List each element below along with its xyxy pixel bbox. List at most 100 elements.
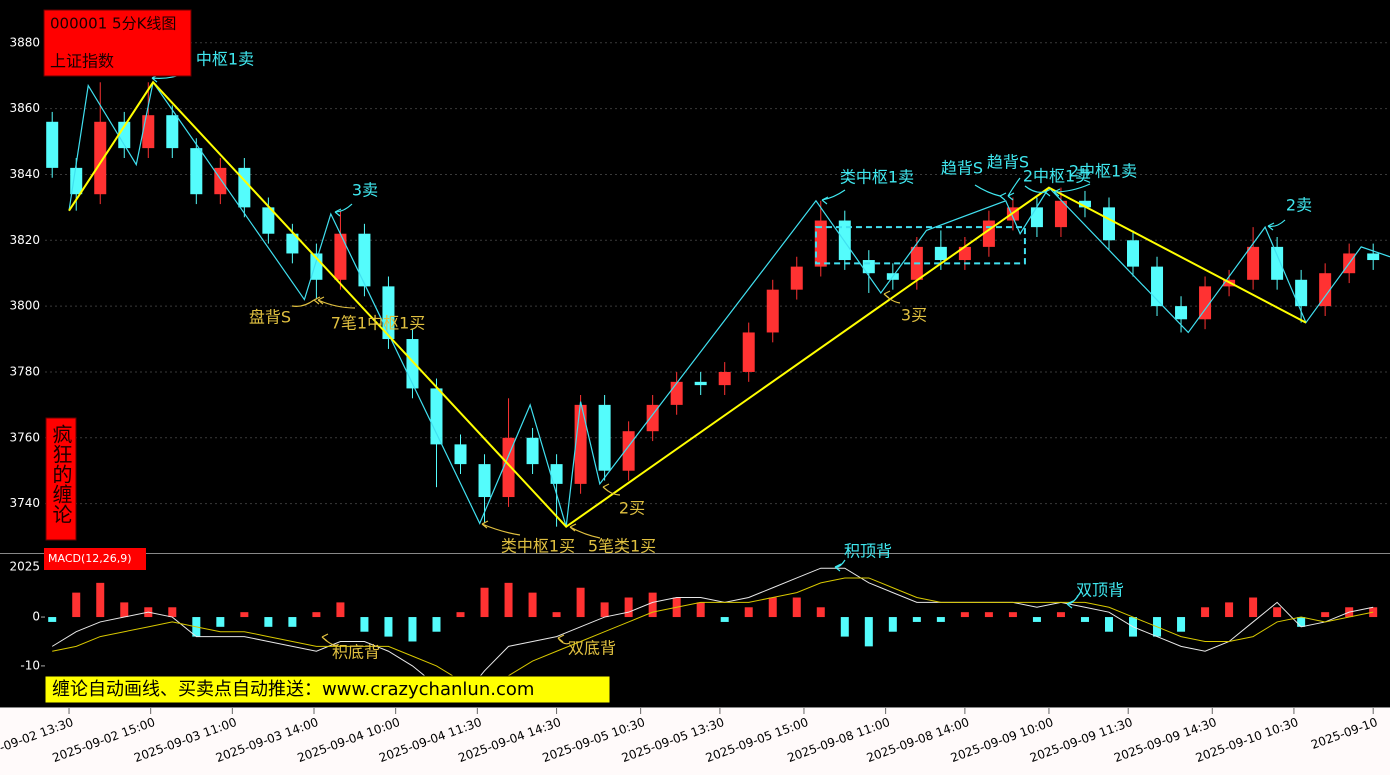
annotation: 2中枢1卖 [1023, 167, 1091, 186]
main-panel [45, 42, 1390, 528]
macd-bar [120, 602, 129, 618]
index-name: 上证指数 [50, 52, 114, 71]
candle-body [334, 233, 347, 280]
candle-body [1271, 246, 1284, 280]
macd-bar [1321, 612, 1330, 618]
macd-label-box [44, 548, 146, 570]
macd-bar [1032, 617, 1041, 622]
x-tick-label: 2025-09-10 [1309, 715, 1379, 752]
macd-bar [1273, 607, 1282, 618]
candle-body [934, 246, 947, 261]
annotation: 趋背S [987, 153, 1029, 172]
annotation-arrow [321, 633, 339, 647]
chart-background [0, 0, 1390, 708]
macd-bar [504, 582, 513, 618]
macd-bar [528, 592, 537, 618]
macd-bar [552, 612, 561, 618]
annotation: 类中枢1买 [501, 537, 575, 556]
annotation: 类中枢1卖 [840, 168, 914, 187]
annotation: 2买 [619, 499, 645, 518]
candle-body [1127, 240, 1140, 267]
candle-body [1319, 273, 1332, 307]
candle-body [502, 437, 515, 498]
dea-line [52, 577, 1374, 686]
annotation: 7笔1中枢1买 [331, 314, 426, 333]
annotation-arrow [1053, 183, 1091, 197]
y-tick-label: 0 [32, 610, 40, 624]
candle-body [694, 381, 707, 386]
annotation: 中枢1卖 [196, 50, 254, 69]
zhongshu-box [814, 226, 1026, 265]
candle-body [454, 444, 467, 465]
macd-bar [648, 592, 657, 618]
macd-bar [408, 617, 417, 642]
macd-bar [312, 612, 321, 618]
candle-body [190, 148, 203, 195]
bi-line [68, 80, 1390, 527]
candle-body [286, 233, 299, 254]
y-tick-label: 3780 [9, 364, 40, 378]
candle-body [118, 121, 131, 149]
candle-body [862, 260, 875, 274]
macd-bar [576, 587, 585, 618]
candle-body [598, 404, 611, 471]
macd-bar [336, 602, 345, 618]
macd-bar [216, 617, 225, 627]
annotation-arrow [1024, 185, 1052, 197]
annotation: 双顶背 [1076, 581, 1124, 600]
y-tick-label: 3760 [9, 430, 40, 444]
candle-body [70, 167, 83, 195]
annotation-arrow [602, 483, 621, 496]
macd-bar [1297, 617, 1306, 627]
macd-bar [48, 617, 57, 622]
duan-line [68, 80, 1307, 528]
side-box [45, 417, 77, 541]
macd-bar [1201, 607, 1210, 618]
candle-body [742, 332, 755, 372]
annotation: 盘背S [249, 308, 291, 327]
annotation: 5笔类1买 [588, 537, 656, 556]
banner-text: 缠论自动画线、买卖点自动推送：www.crazychanlun.com [52, 679, 534, 700]
annotation: 2卖 [1286, 196, 1312, 215]
annotation-arrow [974, 184, 1007, 201]
annotation-arrow [334, 203, 353, 217]
dif-line [51, 567, 1374, 701]
annotation: 积底背 [332, 643, 380, 662]
candle-body [166, 115, 179, 149]
macd-bar [456, 612, 465, 618]
candle-body [262, 207, 275, 234]
annotation: 2中枢1卖 [1069, 162, 1137, 181]
macd-panel [48, 567, 1378, 701]
candle-body [1199, 286, 1212, 320]
macd-axis-top-label: 2025 [9, 560, 40, 574]
macd-bar [384, 617, 393, 637]
candle-body [478, 464, 491, 498]
annotation: 3买 [901, 306, 927, 325]
macd-bar [168, 607, 177, 618]
macd-bar [360, 617, 369, 632]
banner [44, 675, 611, 704]
y-tick-label: 3840 [9, 167, 40, 181]
annotation-arrow [569, 523, 601, 539]
macd-bar [696, 602, 705, 618]
macd-bar [1080, 617, 1089, 622]
candle-body [838, 220, 851, 261]
macd-bar [480, 587, 489, 618]
annotation-arrow [834, 559, 846, 572]
candle-body [1367, 253, 1380, 261]
chart-title: 000001 5分K线图 [50, 15, 176, 33]
macd-bar [984, 612, 993, 618]
macd-bar [1225, 602, 1234, 618]
macd-bar [936, 617, 945, 622]
annotation: 积顶背 [844, 542, 892, 561]
candle-body [94, 121, 107, 195]
candle-body [550, 464, 563, 484]
annotation-arrow [317, 296, 356, 309]
candle-body [238, 167, 251, 208]
candle-body [142, 115, 155, 149]
macd-bar [912, 617, 921, 622]
macd-bar [1249, 597, 1258, 618]
macd-bar [816, 607, 825, 618]
